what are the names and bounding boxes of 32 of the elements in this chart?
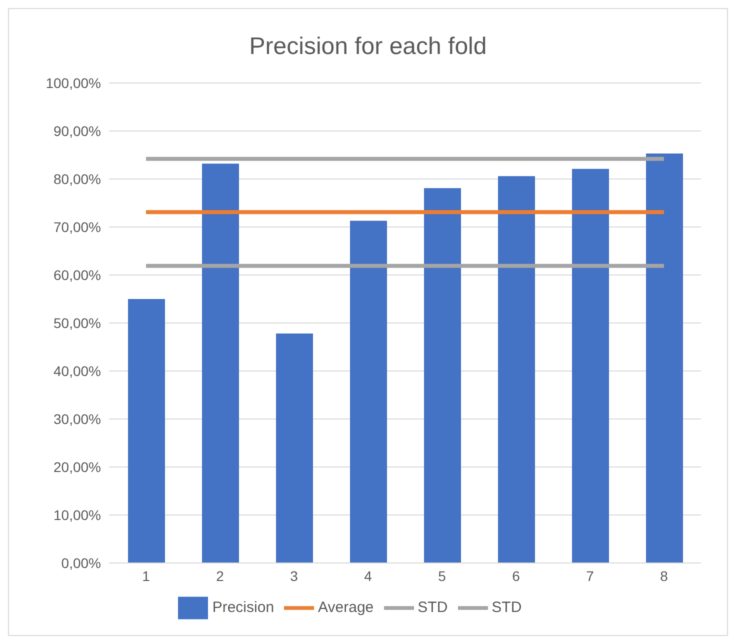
y-tick-label: 90,00%	[54, 122, 101, 139]
chart-title: Precision for each fold	[248, 32, 488, 62]
x-tick-label: 8	[660, 568, 668, 584]
x-tick-label: 3	[290, 568, 298, 584]
legend-label: Precision	[212, 598, 274, 616]
bar	[424, 188, 461, 563]
bar	[128, 299, 165, 563]
y-tick-label: 40,00%	[54, 362, 101, 379]
y-tick-label: 80,00%	[54, 170, 101, 187]
legend-label: STD	[418, 598, 448, 616]
x-tick-label: 6	[512, 568, 520, 584]
x-tick-label: 5	[438, 568, 446, 584]
y-tick-label: 100,00%	[46, 74, 101, 91]
y-tick-label: 60,00%	[54, 266, 101, 283]
legend-label: Average	[318, 598, 374, 616]
x-tick-label: 4	[364, 568, 372, 584]
y-tick-label: 0,00%	[61, 554, 101, 571]
bar	[202, 164, 239, 563]
bar	[350, 220, 387, 563]
y-tick-label: 70,00%	[54, 218, 101, 235]
x-tick-label: 2	[216, 568, 224, 584]
bar	[498, 176, 535, 563]
x-tick-label: 7	[586, 568, 594, 584]
y-tick-label: 20,00%	[54, 458, 101, 475]
bar	[276, 334, 313, 563]
y-tick-label: 50,00%	[54, 314, 101, 331]
bar	[646, 154, 683, 563]
y-tick-label: 10,00%	[54, 506, 101, 523]
y-tick-label: 30,00%	[54, 410, 101, 427]
legend-label: STD	[492, 598, 522, 616]
bar	[572, 168, 609, 563]
x-tick-label: 1	[142, 568, 150, 584]
